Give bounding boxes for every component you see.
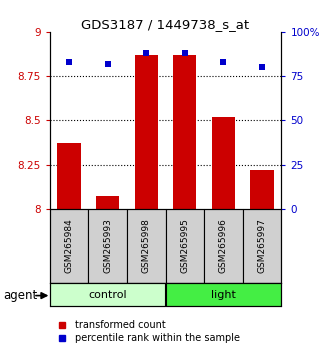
Bar	[96, 196, 119, 209]
Point	[182, 50, 187, 56]
Legend: transformed count, percentile rank within the sample: transformed count, percentile rank withi…	[48, 316, 244, 347]
Point	[66, 59, 71, 65]
Point	[144, 50, 149, 56]
Bar	[50, 209, 88, 283]
Bar	[57, 143, 80, 209]
Bar	[166, 209, 204, 283]
Bar	[127, 209, 166, 283]
Bar	[251, 170, 274, 209]
Text: GSM265998: GSM265998	[142, 218, 151, 274]
Text: light: light	[211, 290, 236, 300]
Text: control: control	[88, 290, 127, 300]
Bar	[50, 283, 166, 306]
Bar	[88, 209, 127, 283]
Title: GDS3187 / 1449738_s_at: GDS3187 / 1449738_s_at	[81, 18, 250, 31]
Bar	[212, 117, 235, 209]
Text: GSM265984: GSM265984	[65, 219, 73, 273]
Point	[221, 59, 226, 65]
Bar	[243, 209, 281, 283]
Text: GSM265996: GSM265996	[219, 218, 228, 274]
Point	[105, 61, 110, 67]
Bar	[204, 209, 243, 283]
Text: agent: agent	[3, 289, 37, 302]
Text: GSM265997: GSM265997	[258, 218, 266, 274]
Text: GSM265995: GSM265995	[180, 218, 189, 274]
Point	[260, 64, 265, 70]
Bar	[173, 55, 196, 209]
Text: GSM265993: GSM265993	[103, 218, 112, 274]
Bar	[166, 283, 281, 306]
Bar	[135, 55, 158, 209]
